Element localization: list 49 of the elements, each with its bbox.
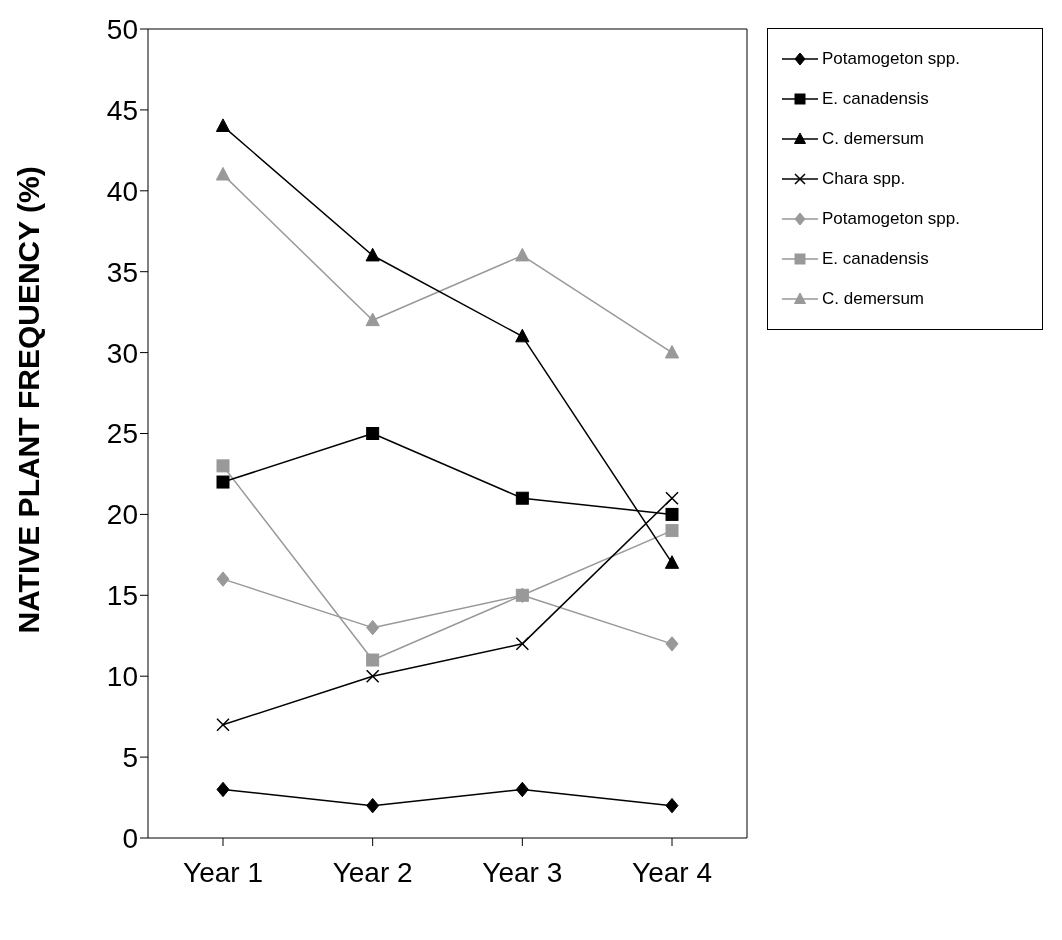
- point: [665, 491, 679, 505]
- point: [515, 781, 529, 798]
- y-tick-label: 15: [106, 580, 138, 612]
- point: [515, 637, 530, 651]
- point: [216, 571, 230, 587]
- point: [366, 653, 380, 667]
- x-tick-label: Year 2: [332, 856, 413, 888]
- point: [665, 636, 679, 652]
- point: [665, 524, 679, 538]
- point: [366, 619, 380, 636]
- y-tick-label: 0: [122, 822, 138, 854]
- y-tick-label: 50: [106, 13, 138, 45]
- point: [215, 166, 231, 181]
- y-tick-label: 25: [106, 418, 138, 450]
- point: [216, 459, 230, 473]
- point: [365, 247, 380, 262]
- y-axis-title: NATIVE PLANT FREQUENCY (%): [11, 166, 45, 634]
- point: [216, 475, 230, 489]
- x-tick-label: Year 3: [482, 856, 563, 888]
- legend-label: E. canadensis: [822, 249, 929, 269]
- point: [366, 427, 380, 440]
- y-tick-label: 10: [106, 661, 138, 693]
- y-tick-label: 45: [106, 94, 138, 126]
- legend-label: E. canadensis: [822, 89, 929, 109]
- point: [665, 507, 679, 521]
- y-tick-label: 5: [122, 742, 138, 774]
- point: [215, 118, 231, 132]
- point: [664, 344, 680, 359]
- point: [365, 312, 380, 327]
- point: [515, 491, 529, 505]
- point: [515, 247, 530, 262]
- point: [515, 328, 530, 343]
- point: [665, 797, 679, 814]
- legend-label: C. demersum: [822, 289, 925, 309]
- y-tick-label: 35: [106, 256, 138, 288]
- legend-label: Chara spp.: [822, 169, 906, 189]
- y-tick-label: 30: [106, 337, 138, 369]
- y-tick-label: 40: [106, 175, 138, 207]
- legend-label: C. demersum: [822, 129, 925, 149]
- x-tick-label: Year 1: [183, 856, 263, 888]
- point: [365, 669, 380, 683]
- y-tick-label: 20: [106, 499, 138, 531]
- legend-label: Potamogeton spp.: [822, 49, 960, 69]
- legend-label: Potamogeton spp.: [822, 209, 960, 229]
- point: [366, 797, 380, 814]
- point: [216, 717, 230, 732]
- point: [216, 781, 230, 798]
- x-tick-label: Year 4: [632, 856, 712, 888]
- point: [664, 555, 680, 569]
